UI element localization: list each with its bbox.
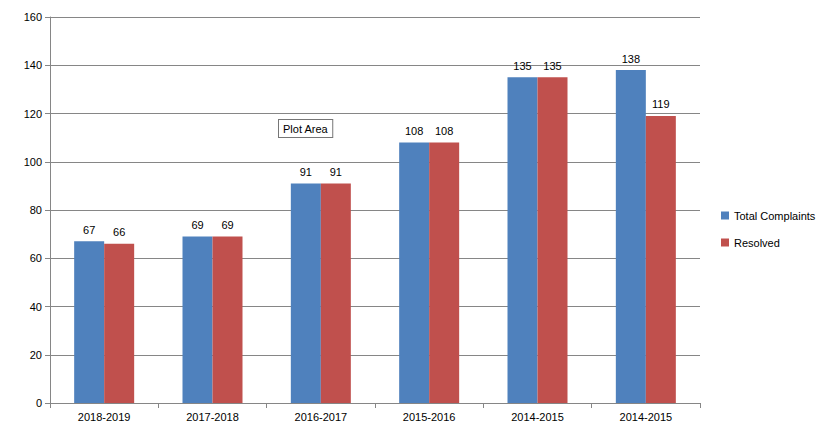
svg-text:2014-2015: 2014-2015 — [511, 411, 564, 423]
svg-text:91: 91 — [300, 166, 312, 178]
svg-text:Resolved: Resolved — [734, 237, 780, 249]
svg-text:120: 120 — [24, 108, 42, 120]
svg-text:80: 80 — [30, 204, 42, 216]
svg-text:108: 108 — [405, 125, 423, 137]
svg-text:135: 135 — [513, 60, 531, 72]
svg-text:69: 69 — [191, 219, 203, 231]
svg-text:138: 138 — [622, 53, 640, 65]
svg-text:69: 69 — [221, 219, 233, 231]
svg-text:140: 140 — [24, 59, 42, 71]
svg-text:100: 100 — [24, 156, 42, 168]
svg-text:119: 119 — [652, 98, 670, 110]
svg-text:Plot Area: Plot Area — [283, 123, 329, 135]
svg-text:60: 60 — [30, 252, 42, 264]
svg-text:20: 20 — [30, 349, 42, 361]
svg-text:Total Complaints: Total Complaints — [734, 210, 816, 222]
svg-text:135: 135 — [543, 60, 561, 72]
svg-text:0: 0 — [36, 397, 42, 409]
svg-text:108: 108 — [435, 125, 453, 137]
svg-text:67: 67 — [83, 224, 95, 236]
svg-text:2015-2016: 2015-2016 — [403, 411, 456, 423]
svg-text:2016-2017: 2016-2017 — [295, 411, 348, 423]
svg-text:40: 40 — [30, 301, 42, 313]
svg-text:2014-2015: 2014-2015 — [620, 411, 673, 423]
svg-text:66: 66 — [113, 226, 125, 238]
svg-text:160: 160 — [24, 11, 42, 23]
svg-text:2017-2018: 2017-2018 — [186, 411, 239, 423]
svg-text:91: 91 — [330, 166, 342, 178]
svg-text:2018-2019: 2018-2019 — [78, 411, 131, 423]
